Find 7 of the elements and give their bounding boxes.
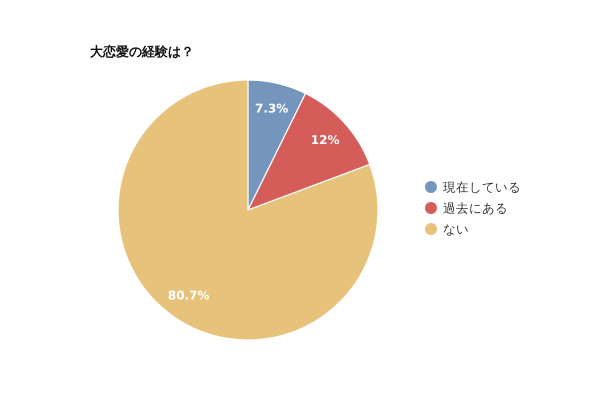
legend-label: 過去にある	[443, 200, 508, 216]
legend-label: ない	[443, 222, 469, 236]
chart-title: 大恋愛の経験は？	[90, 44, 194, 60]
data-label: 7.3%	[255, 102, 288, 116]
data-label: 12%	[310, 133, 340, 148]
legend-label: 現在している	[443, 180, 521, 194]
data-label: 80.7%	[168, 288, 210, 302]
